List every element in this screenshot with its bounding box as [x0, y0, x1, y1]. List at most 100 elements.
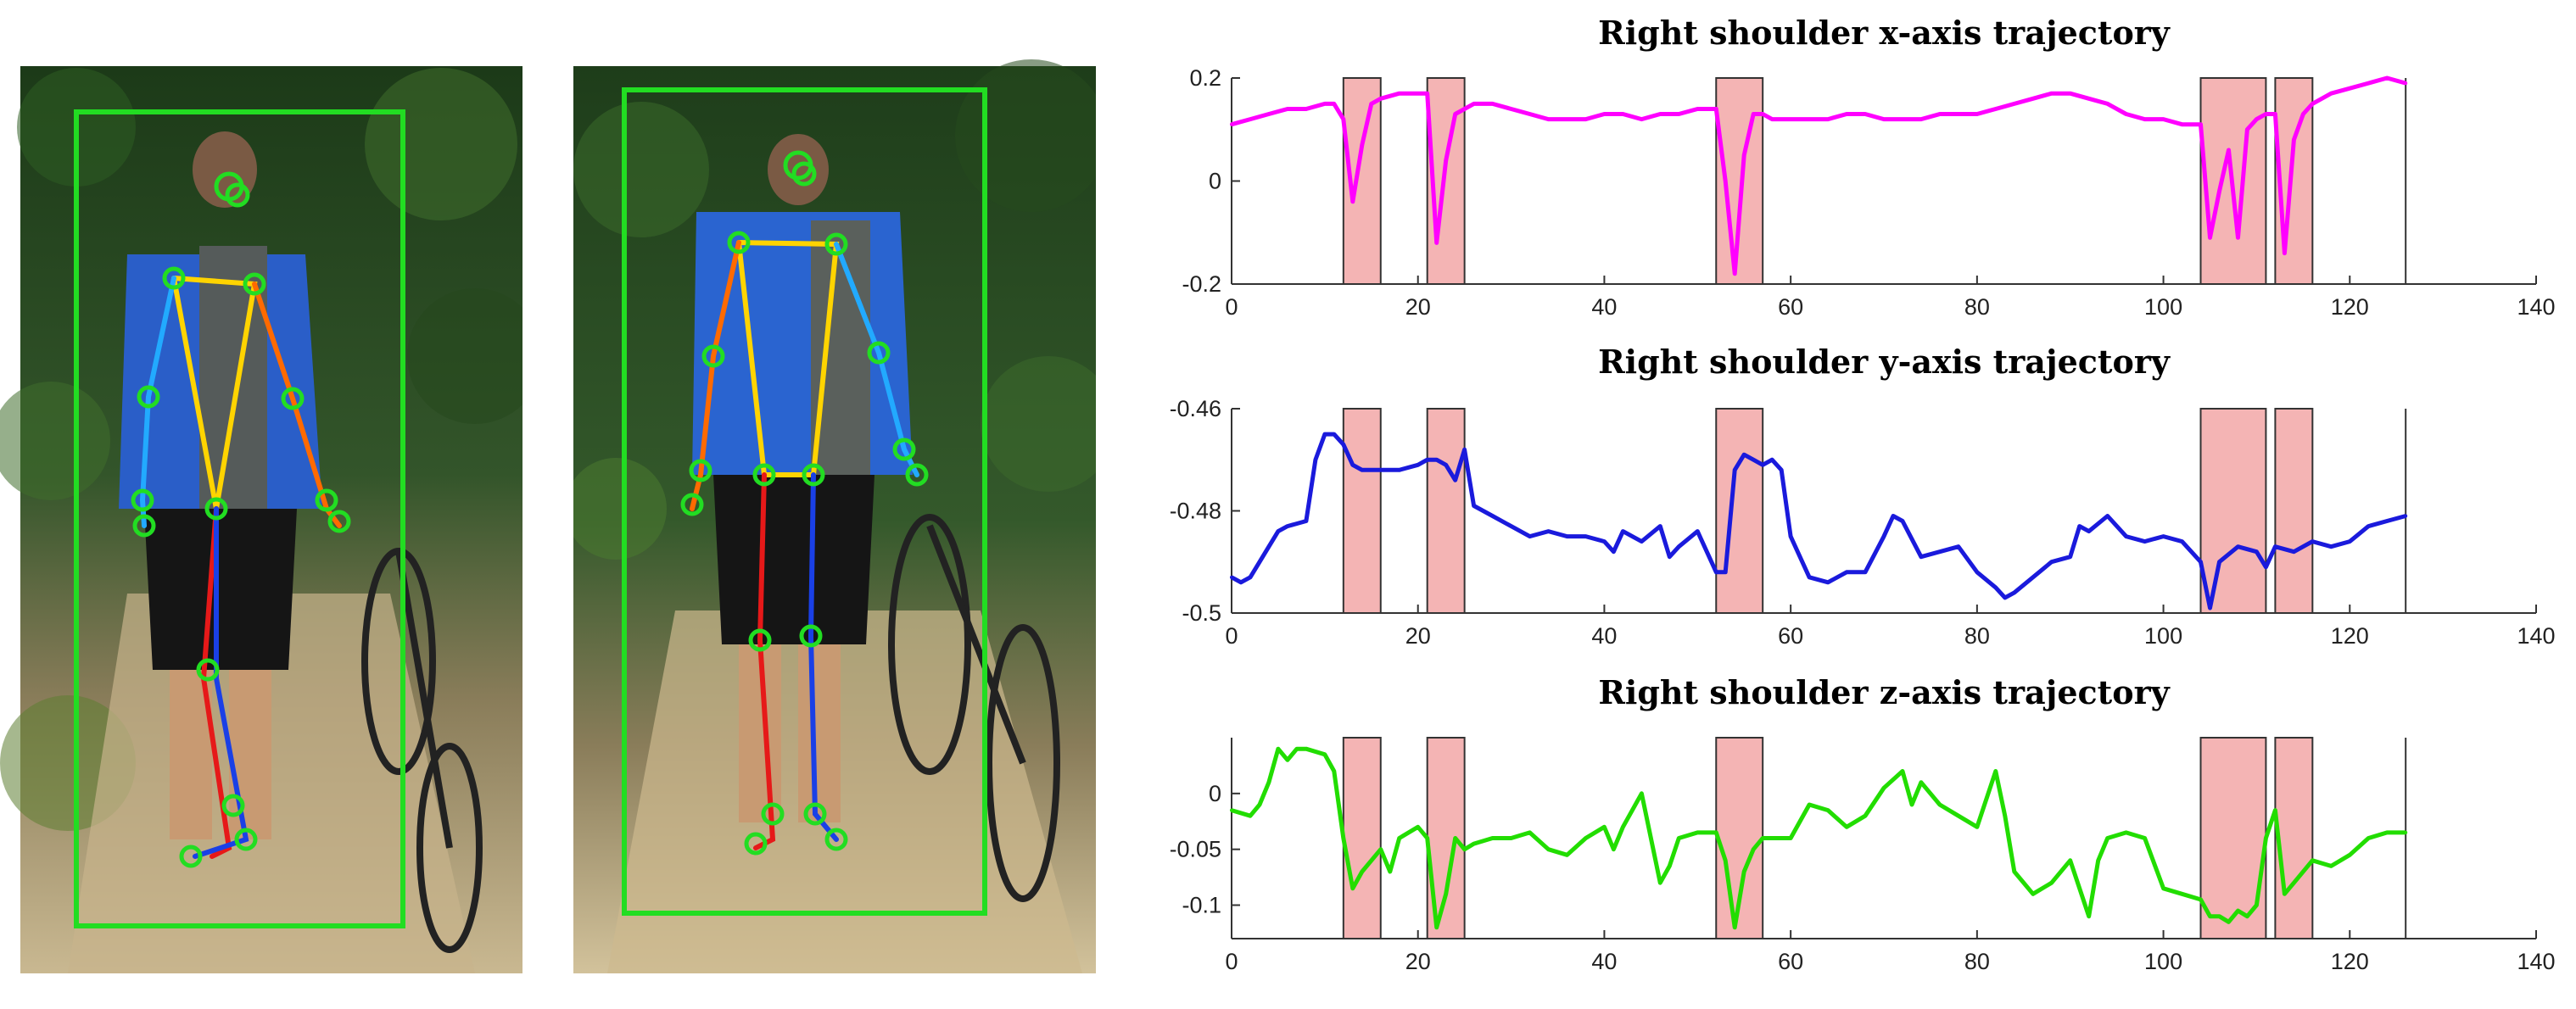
x-tick-label: 40	[1591, 294, 1617, 320]
data-point	[1472, 504, 1476, 508]
left-photo-canvas	[0, 66, 522, 973]
data-point	[1546, 847, 1551, 851]
data-point	[1714, 570, 1718, 574]
data-point	[1909, 803, 1914, 806]
x-tick-label: 120	[2331, 949, 2369, 974]
data-point	[2012, 102, 2016, 106]
chart-y-axis-trajectory: Right shoulder y-axis trajectory 0 20 40 60 8…	[1171, 343, 2556, 649]
data-point	[2264, 565, 2268, 569]
data-point	[2199, 897, 2203, 901]
data-point	[1900, 519, 1904, 523]
data-point	[2311, 539, 2315, 544]
data-point	[1658, 112, 1662, 116]
data-point	[1640, 539, 1644, 544]
x-tick-label: 140	[2517, 623, 2555, 649]
data-point	[2068, 858, 2072, 862]
data-point	[2180, 892, 2184, 896]
data-point	[1900, 769, 1904, 773]
data-point	[1397, 92, 1401, 96]
highlight-region	[2274, 408, 2314, 614]
joint-markers	[131, 171, 351, 868]
data-point	[1789, 117, 1793, 121]
data-point	[1733, 271, 1737, 276]
data-point	[1845, 825, 1849, 829]
data-point	[2245, 127, 2249, 131]
x-tick-label: 80	[1964, 294, 1990, 320]
data-point	[1770, 836, 1774, 840]
data-point	[1696, 529, 1700, 533]
data-point	[2227, 920, 2231, 924]
data-point	[2217, 560, 2221, 564]
y-tick-label: 0.2	[1189, 65, 1221, 91]
data-point	[1490, 102, 1495, 106]
data-point	[1733, 468, 1737, 472]
series-line	[1230, 432, 2406, 610]
data-point	[2348, 539, 2352, 544]
data-point	[1332, 769, 1336, 773]
data-point	[1864, 112, 1868, 116]
data-point	[1266, 112, 1271, 116]
data-point	[1230, 808, 1233, 812]
data-point	[2311, 858, 2315, 862]
x-tick-label: 80	[1964, 623, 1990, 649]
x-tick-label: 20	[1405, 623, 1431, 649]
data-point	[2283, 892, 2287, 896]
data-point	[2049, 560, 2054, 564]
data-point	[1248, 575, 1252, 579]
data-point	[1565, 853, 1569, 857]
data-point	[1761, 112, 1765, 116]
data-point	[2245, 914, 2249, 918]
data-point	[1341, 443, 1345, 447]
data-point	[1752, 847, 1756, 851]
data-point	[1378, 468, 1383, 472]
data-point	[1509, 107, 1513, 111]
x-tick-label: 40	[1591, 623, 1617, 649]
y-tick-label: -0.05	[1171, 837, 1221, 862]
data-point	[1350, 463, 1355, 467]
left-pose-photo	[0, 0, 522, 1009]
data-point	[1360, 468, 1364, 472]
data-point	[1761, 836, 1765, 840]
data-point	[2348, 853, 2352, 857]
data-point	[2068, 555, 2072, 559]
data-point	[1444, 892, 1448, 896]
y-tick-label: -0.48	[1171, 499, 1221, 524]
right-pose-photo	[573, 0, 1096, 1009]
data-point	[1752, 112, 1756, 116]
chart-title: Right shoulder z-axis trajectory	[1598, 673, 2170, 711]
x-tick-label: 100	[2144, 294, 2182, 320]
data-point	[1714, 107, 1718, 111]
data-point	[2366, 836, 2371, 840]
highlight-region	[2199, 408, 2267, 614]
data-point	[1714, 830, 1718, 834]
data-point	[2292, 881, 2296, 885]
data-point	[1565, 534, 1569, 538]
data-point	[2003, 595, 2007, 599]
data-point	[1677, 836, 1681, 840]
data-point	[1742, 153, 1746, 158]
data-point	[1248, 117, 1252, 121]
data-point	[1919, 555, 1923, 559]
y-tick-label: -0.1	[1182, 893, 1221, 918]
data-point	[2292, 549, 2296, 554]
data-point	[1789, 534, 1793, 538]
data-point	[1434, 241, 1439, 245]
x-tick-label: 140	[2517, 949, 2555, 974]
data-point	[2049, 881, 2054, 885]
y-tick-label: -0.46	[1171, 396, 1221, 421]
data-point	[2161, 117, 2165, 121]
data-point	[1490, 514, 1495, 518]
data-point	[1621, 825, 1625, 829]
data-point	[2366, 81, 2371, 86]
data-point	[2031, 892, 2035, 896]
data-point	[2180, 539, 2184, 544]
chart-title: Right shoulder y-axis trajectory	[1598, 343, 2171, 381]
data-point	[1528, 534, 1532, 538]
data-point	[1304, 107, 1308, 111]
data-point	[1304, 519, 1308, 523]
trajectory-charts: Right shoulder x-axis trajectory 0 20 40 60 8…	[1171, 14, 2556, 974]
bounding-box	[74, 109, 405, 928]
data-point	[1490, 836, 1495, 840]
data-point	[1425, 458, 1429, 462]
data-point	[1388, 870, 1392, 873]
